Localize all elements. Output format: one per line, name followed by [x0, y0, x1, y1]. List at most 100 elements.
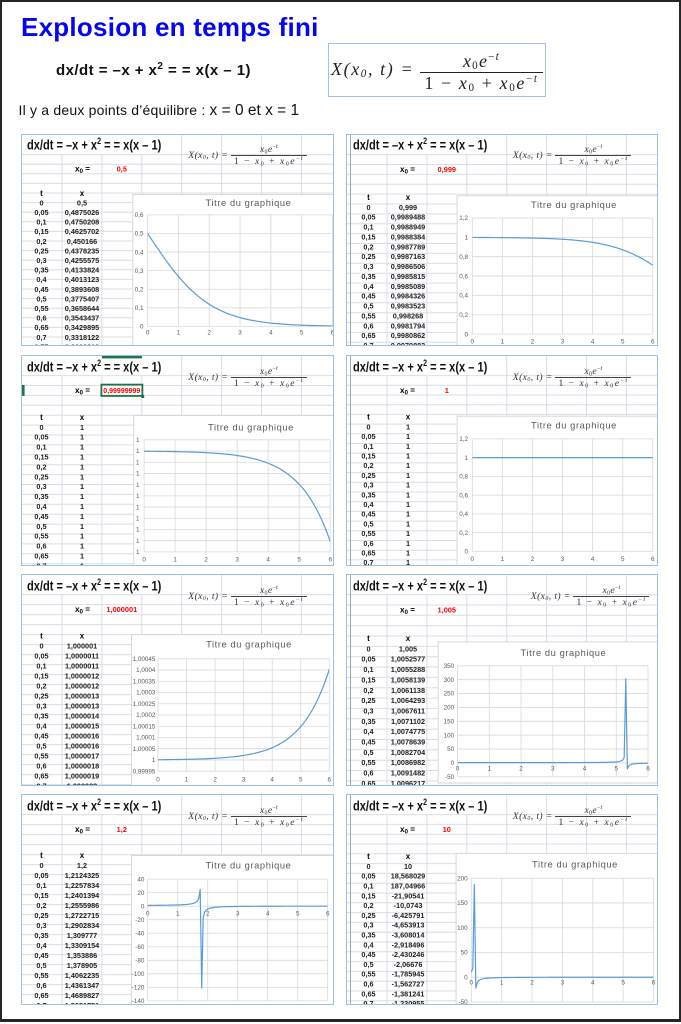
svg-text:0,05: 0,05 — [361, 655, 375, 664]
svg-text:0,5: 0,5 — [37, 522, 47, 531]
svg-text:0,65: 0,65 — [35, 771, 49, 780]
svg-text:1: 1 — [445, 386, 449, 395]
svg-text:-2,918496: -2,918496 — [391, 940, 424, 949]
svg-text:0,45: 0,45 — [35, 731, 49, 740]
svg-text:0: 0 — [366, 862, 370, 871]
svg-text:0,9979883: 0,9979883 — [391, 341, 426, 346]
svg-text:-1,381241: -1,381241 — [391, 989, 424, 998]
svg-text:6: 6 — [651, 556, 655, 563]
svg-text:2: 2 — [205, 556, 209, 563]
svg-text:0,2: 0,2 — [363, 686, 373, 695]
svg-text:4: 4 — [267, 556, 271, 563]
svg-text:6: 6 — [652, 980, 656, 987]
svg-text:50: 50 — [460, 950, 468, 957]
svg-text:1: 1 — [136, 493, 140, 500]
svg-text:0,1: 0,1 — [363, 882, 373, 891]
svg-text:1,00045: 1,00045 — [133, 656, 156, 663]
svg-text:1,0058139: 1,0058139 — [391, 675, 425, 684]
svg-text:1,0000012: 1,0000012 — [65, 681, 99, 690]
svg-text:0,35: 0,35 — [361, 717, 375, 726]
svg-text:0,3: 0,3 — [363, 262, 373, 271]
svg-text:0,7: 0,7 — [37, 332, 47, 341]
svg-text:1,00015: 1,00015 — [133, 723, 156, 730]
svg-text:1,000001: 1,000001 — [67, 641, 97, 650]
svg-text:5: 5 — [300, 329, 304, 336]
svg-text:1,2902834: 1,2902834 — [65, 921, 100, 930]
svg-text:1,0000011: 1,0000011 — [65, 651, 99, 660]
svg-text:0,4: 0,4 — [37, 275, 48, 284]
svg-text:0,05: 0,05 — [361, 212, 375, 221]
svg-text:0,9988949: 0,9988949 — [391, 222, 426, 231]
svg-text:0,4: 0,4 — [459, 511, 468, 518]
svg-text:200: 200 — [443, 705, 454, 712]
svg-text:0,1: 0,1 — [37, 661, 47, 670]
svg-text:0,1: 0,1 — [37, 443, 47, 452]
svg-text:0,55: 0,55 — [361, 758, 375, 767]
svg-text:1: 1 — [136, 549, 140, 556]
svg-text:1: 1 — [80, 512, 84, 521]
svg-text:1,0086982: 1,0086982 — [391, 758, 425, 767]
svg-text:0,55: 0,55 — [35, 532, 49, 541]
svg-text:0,5: 0,5 — [117, 164, 127, 173]
svg-text:3: 3 — [561, 338, 565, 345]
svg-text:100: 100 — [443, 732, 454, 739]
svg-text:1,4689827: 1,4689827 — [65, 991, 100, 1000]
svg-text:1: 1 — [406, 539, 410, 548]
svg-text:0: 0 — [141, 903, 145, 910]
svg-text:0,99995: 0,99995 — [133, 768, 156, 775]
svg-text:0: 0 — [157, 776, 161, 783]
svg-text:0,4625702: 0,4625702 — [65, 227, 100, 236]
svg-text:0,15: 0,15 — [361, 891, 375, 900]
svg-text:0: 0 — [456, 766, 460, 773]
svg-text:1: 1 — [406, 471, 410, 480]
svg-text:1: 1 — [80, 423, 84, 432]
svg-text:6: 6 — [326, 911, 330, 918]
svg-text:1: 1 — [136, 448, 140, 455]
svg-text:18,568029: 18,568029 — [391, 872, 426, 881]
svg-text:1,3309154: 1,3309154 — [65, 941, 100, 950]
svg-text:1: 1 — [406, 519, 410, 528]
svg-text:40: 40 — [138, 876, 146, 883]
svg-text:1: 1 — [80, 492, 84, 501]
svg-text:6: 6 — [331, 329, 334, 336]
svg-text:0,9987789: 0,9987789 — [391, 242, 426, 251]
svg-text:0,1: 0,1 — [37, 217, 47, 226]
svg-text:187,04966: 187,04966 — [391, 882, 426, 891]
svg-text:1: 1 — [177, 329, 181, 336]
svg-text:0,4: 0,4 — [135, 249, 144, 256]
svg-text:0,65: 0,65 — [361, 331, 375, 340]
svg-text:1,0055288: 1,0055288 — [391, 665, 425, 674]
svg-text:1,0000012: 1,0000012 — [65, 671, 99, 680]
svg-text:0,5: 0,5 — [363, 301, 373, 310]
svg-text:3: 3 — [236, 911, 240, 918]
svg-text:0,999: 0,999 — [399, 202, 417, 211]
svg-text:0,4: 0,4 — [459, 292, 468, 299]
svg-text:x0 =: x0 = — [75, 605, 90, 615]
svg-text:0,1: 0,1 — [363, 442, 373, 451]
svg-text:1: 1 — [500, 338, 504, 345]
svg-text:-2,430246: -2,430246 — [391, 950, 424, 959]
svg-text:4: 4 — [271, 776, 275, 783]
svg-text:6: 6 — [329, 556, 333, 563]
svg-text:3: 3 — [239, 329, 243, 336]
svg-text:-80: -80 — [136, 958, 146, 965]
svg-text:0,9986506: 0,9986506 — [391, 262, 426, 271]
svg-text:0,4378235: 0,4378235 — [65, 246, 100, 255]
svg-text:1: 1 — [500, 556, 504, 563]
svg-text:0,45: 0,45 — [361, 950, 375, 959]
svg-text:0,4875026: 0,4875026 — [65, 208, 100, 217]
svg-text:1,0091482: 1,0091482 — [391, 769, 425, 778]
svg-text:100: 100 — [457, 925, 468, 932]
svg-text:t: t — [367, 192, 370, 201]
svg-text:0,2: 0,2 — [363, 901, 373, 910]
svg-text:0,4: 0,4 — [37, 721, 48, 730]
svg-text:0: 0 — [143, 556, 147, 563]
svg-text:0,6: 0,6 — [459, 492, 468, 499]
svg-text:1: 1 — [500, 980, 504, 987]
svg-text:0,4133824: 0,4133824 — [65, 265, 100, 274]
svg-text:0,05: 0,05 — [35, 871, 49, 880]
svg-text:0,45: 0,45 — [361, 291, 375, 300]
svg-text:1: 1 — [136, 459, 140, 466]
svg-text:0,1: 0,1 — [363, 222, 373, 231]
svg-text:0,2: 0,2 — [363, 242, 373, 251]
